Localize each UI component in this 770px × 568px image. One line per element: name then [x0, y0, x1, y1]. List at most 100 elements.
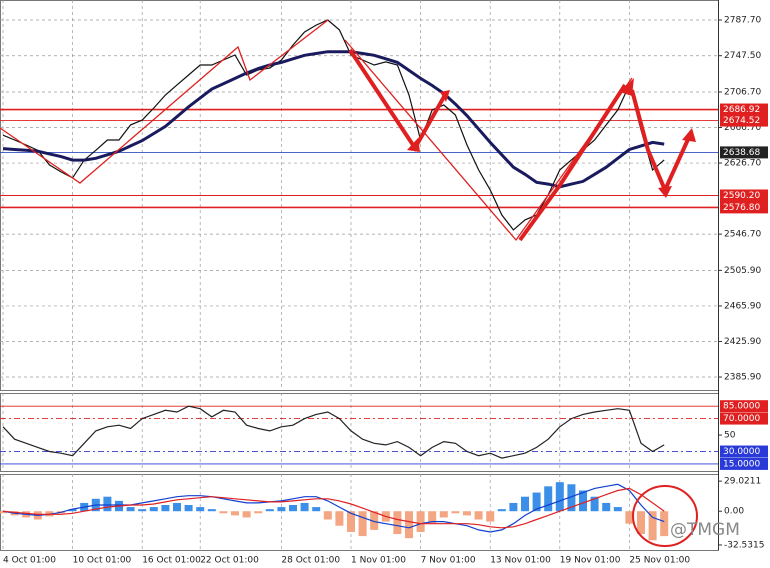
- y-tick-label: 2666.70: [724, 123, 761, 133]
- histogram-bar: [590, 496, 599, 512]
- level-label-box: [720, 445, 768, 458]
- y-tick-label: 2747.50: [724, 51, 761, 61]
- arrow-head: [620, 78, 634, 96]
- histogram-bar: [347, 511, 355, 532]
- y-tick-label: 2626.70: [724, 159, 761, 169]
- histogram-bar: [416, 511, 425, 532]
- histogram-bar: [497, 509, 506, 512]
- histogram-bar: [451, 511, 460, 514]
- level-label-box: [720, 412, 768, 425]
- x-tick-label: 4 Oct 01:00: [3, 556, 56, 566]
- histogram-bar: [277, 507, 286, 512]
- level-label-box: [720, 400, 768, 413]
- histogram-bar: [660, 511, 669, 537]
- histogram-bar: [289, 505, 297, 512]
- arrow: [518, 83, 627, 242]
- histogram-bar: [254, 511, 263, 514]
- histogram-bar: [265, 509, 274, 512]
- level-label: 2674.52: [723, 116, 760, 126]
- level-label: 85.0000: [723, 402, 760, 412]
- x-tick-label: 28 Oct 01:00: [281, 556, 340, 566]
- y-tick-label: 2546.70: [724, 230, 761, 240]
- arrow-heads: [407, 78, 696, 198]
- histogram-bar: [358, 511, 367, 537]
- y-tick-label: 0.00: [724, 507, 744, 517]
- histogram-bar: [173, 502, 181, 512]
- arrow-head: [658, 186, 672, 198]
- arrow-head: [407, 138, 420, 152]
- histogram-bar: [196, 507, 205, 512]
- x-tick-label: 7 Nov 01:00: [421, 556, 476, 566]
- x-tick-label: 1 Nov 01:00: [351, 556, 406, 566]
- histogram-bar: [613, 507, 622, 512]
- series-line: [2, 405, 665, 459]
- histogram-bar: [370, 511, 379, 530]
- histogram-bar: [474, 511, 483, 520]
- histogram-bar: [149, 507, 158, 512]
- histogram-bar: [219, 511, 228, 514]
- histogram-bar: [312, 507, 321, 512]
- series-line: [2, 19, 665, 231]
- level-label-box: [720, 114, 768, 127]
- histogram-bar: [300, 502, 309, 512]
- histogram-bar: [323, 511, 332, 520]
- histogram-bar: [335, 511, 344, 526]
- level-label: 2638.68: [723, 148, 760, 158]
- histogram-bar: [602, 502, 611, 512]
- histogram-bar: [486, 511, 495, 522]
- level-label: 70.0000: [723, 414, 760, 424]
- level-label: 30.0000: [723, 447, 760, 457]
- histogram-bar: [161, 505, 170, 512]
- y-tick-label: 29.0211: [724, 477, 761, 487]
- x-tick-label: 13 Nov 01:00: [490, 556, 551, 566]
- x-tick-label: 10 Oct 01:00: [73, 556, 132, 566]
- histogram-bar: [532, 492, 541, 512]
- x-tick-label: 25 Nov 01:00: [629, 556, 690, 566]
- level-label-box: [720, 201, 768, 214]
- histogram-bar: [138, 509, 147, 512]
- highlight-circle: [632, 485, 698, 547]
- histogram-bar: [231, 511, 239, 516]
- y-tick-label: 2425.90: [724, 337, 761, 347]
- arrow: [630, 89, 692, 195]
- arrow-head: [682, 128, 696, 142]
- histogram-bar: [625, 511, 634, 524]
- series-line: [2, 483, 665, 533]
- level-label: 2686.92: [723, 105, 760, 115]
- histogram-bar: [207, 509, 216, 512]
- x-tick-label: 22 Oct 01:00: [200, 556, 259, 566]
- histogram-bar: [463, 511, 471, 516]
- level-label-box: [720, 457, 768, 470]
- histogram-bar: [521, 496, 529, 512]
- histogram-bar: [68, 509, 77, 512]
- x-tick-label: 16 Oct 01:00: [142, 556, 201, 566]
- histogram-bar: [555, 482, 564, 512]
- histogram-bar: [126, 507, 135, 512]
- x-tick-label: 19 Nov 01:00: [560, 556, 621, 566]
- histogram-bar: [0, 511, 7, 514]
- histogram-bar: [428, 511, 437, 524]
- y-tick-label: 2465.90: [724, 301, 761, 311]
- histogram-bar: [242, 511, 251, 518]
- series-line: [2, 50, 665, 189]
- histogram-bar: [439, 511, 448, 518]
- y-tick-label: 50: [724, 431, 736, 441]
- zigzag-line: [0, 19, 329, 184]
- y-tick-label: 2385.90: [724, 373, 761, 383]
- y-tick-label: 2505.90: [724, 266, 761, 276]
- histogram-bar: [637, 511, 645, 535]
- histogram-bar: [103, 496, 112, 512]
- y-tick-label: 2706.70: [724, 87, 761, 97]
- watermark: @TMGM: [670, 520, 740, 540]
- histogram-bar: [393, 511, 402, 535]
- level-label: 2576.80: [723, 203, 760, 213]
- histogram-bar: [405, 511, 413, 539]
- level-label-box: [720, 146, 768, 159]
- histogram-bar: [544, 486, 553, 512]
- arrow-head: [440, 90, 450, 102]
- histogram-bar: [184, 505, 193, 512]
- level-label: 15.0000: [723, 459, 760, 469]
- histogram-bar: [648, 511, 657, 541]
